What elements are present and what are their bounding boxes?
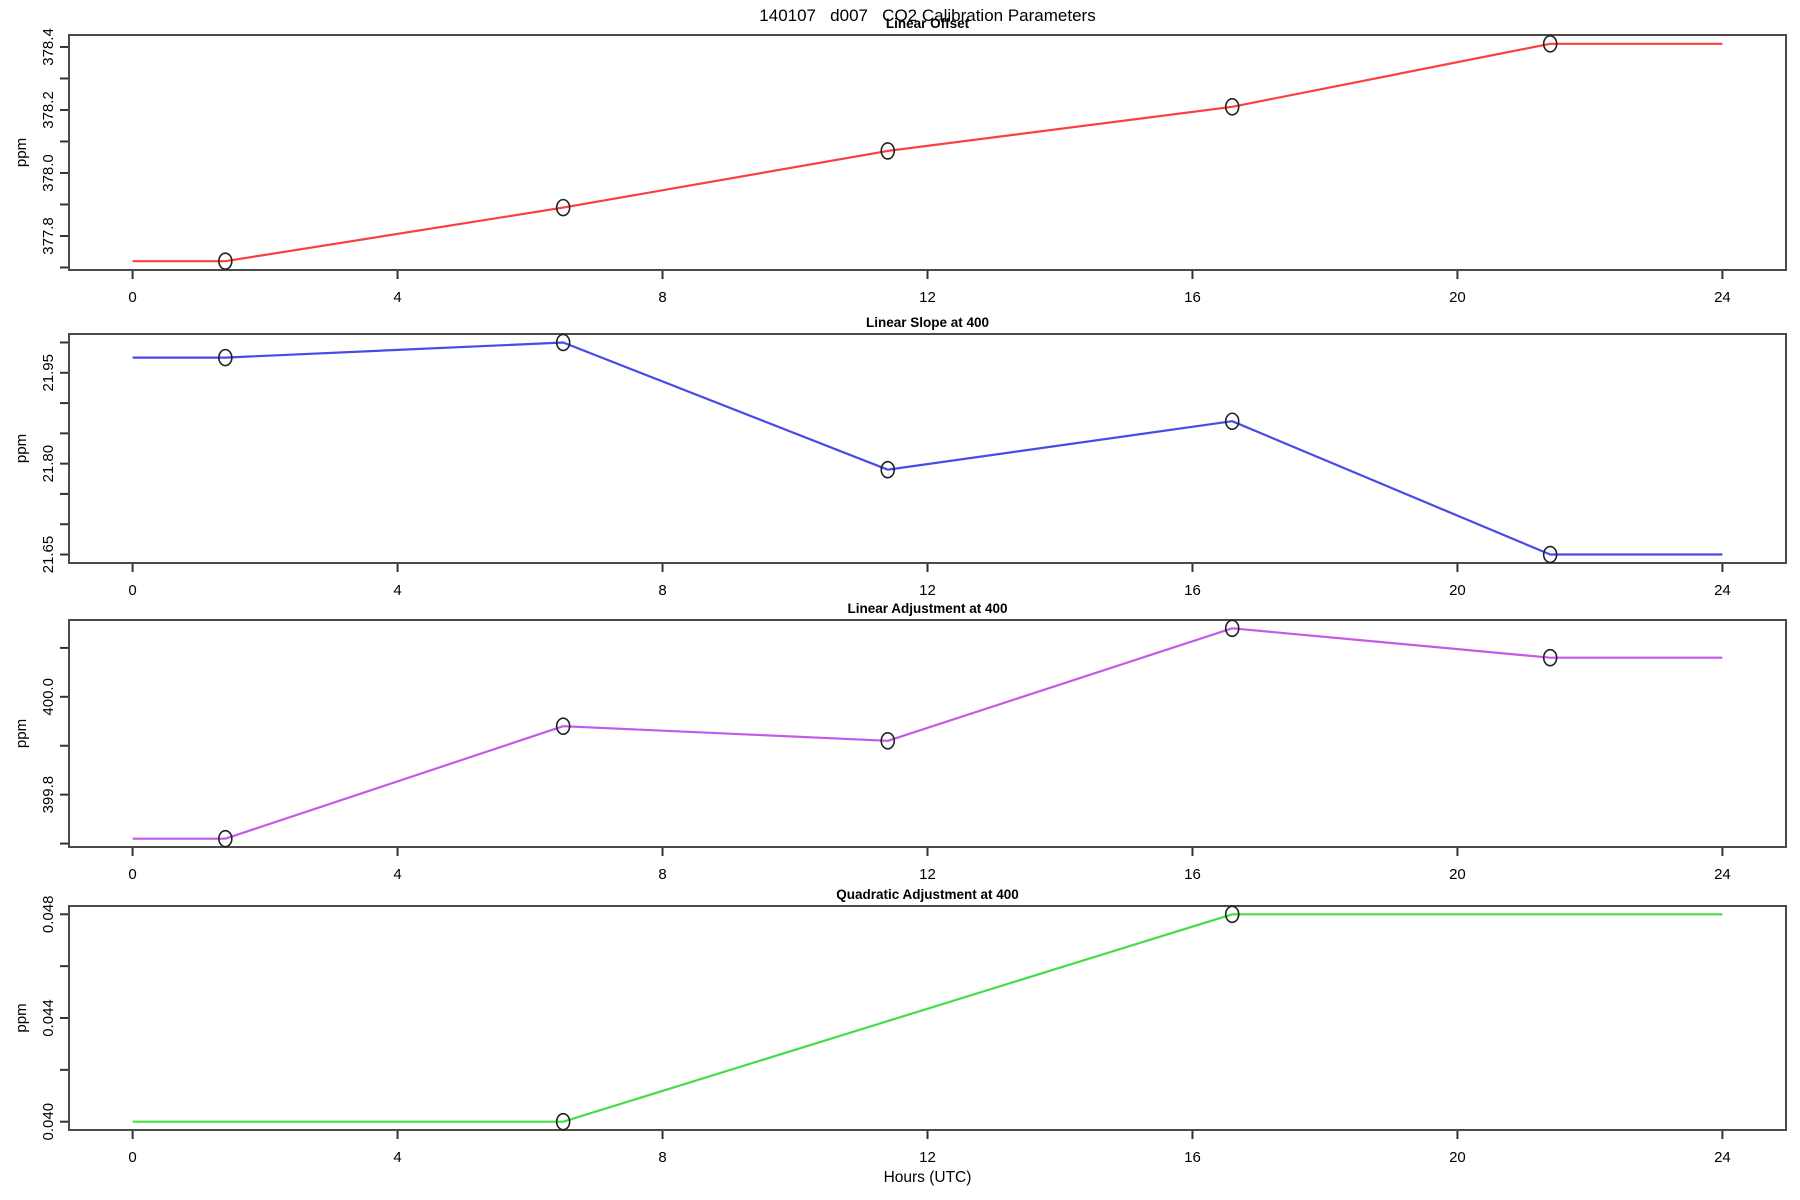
panel-title: Linear Slope at 400 xyxy=(866,315,989,330)
data-point-markers xyxy=(218,35,1558,270)
y-tick-label: 400.0 xyxy=(40,678,57,716)
data-point-marker xyxy=(218,829,233,848)
y-axis-title: ppm xyxy=(13,434,30,463)
x-tick-label: 8 xyxy=(658,866,666,883)
data-point-marker xyxy=(1542,545,1558,564)
x-tick-label: 12 xyxy=(919,582,936,599)
data-point-marker xyxy=(555,333,571,352)
x-tick-label: 24 xyxy=(1714,1149,1731,1166)
y-tick-label: 21.65 xyxy=(40,536,57,574)
data-point-marker xyxy=(1224,619,1240,638)
x-tick-label: 12 xyxy=(919,1149,936,1166)
y-axis: 377.8 378.0 378.2 378.4 xyxy=(40,28,68,269)
y-axis: 21.65 21.80 21.95 xyxy=(40,341,68,574)
x-tick-label: 12 xyxy=(919,866,936,883)
x-tick-label: 24 xyxy=(1714,582,1731,599)
panel-border xyxy=(68,619,1787,848)
data-point-marker xyxy=(880,142,896,160)
y-tick-label: 21.80 xyxy=(40,445,57,483)
panel-border xyxy=(68,333,1787,564)
x-tick-label: 8 xyxy=(658,289,666,306)
data-point-marker xyxy=(555,198,571,217)
x-tick-label: 16 xyxy=(1184,582,1201,599)
y-tick-label: 0.044 xyxy=(40,999,57,1037)
x-tick-label: 0 xyxy=(128,289,136,306)
x-tick-label: 16 xyxy=(1184,866,1201,883)
data-point-marker xyxy=(1542,648,1558,667)
panel-linear-adjustment-at-400: Linear Adjustment at 400 0 4 8 12 16 20 24 399.8… xyxy=(13,601,1787,883)
x-tick-label: 8 xyxy=(658,582,666,599)
data-point-marker xyxy=(555,717,571,735)
y-axis: 399.8 400.0 xyxy=(40,646,68,845)
x-tick-label: 0 xyxy=(128,1149,136,1166)
y-axis-title: ppm xyxy=(13,1003,30,1032)
x-tick-label: 16 xyxy=(1184,289,1201,306)
y-axis-title: ppm xyxy=(13,719,30,748)
data-point-marker xyxy=(1224,412,1240,431)
x-tick-label: 20 xyxy=(1449,1149,1466,1166)
x-tick-label: 20 xyxy=(1449,289,1466,306)
data-point-markers xyxy=(218,619,1558,848)
y-tick-label: 378.2 xyxy=(40,91,57,129)
data-point-marker xyxy=(555,1112,571,1131)
panel-border xyxy=(68,905,1787,1131)
x-tick-label: 4 xyxy=(393,866,401,883)
series-line xyxy=(132,341,1723,556)
figure-title: 140107 d007 CO2 Calibration Parameters xyxy=(759,6,1096,25)
data-point-marker xyxy=(1224,905,1240,924)
x-axis: 0 4 8 12 16 20 24 xyxy=(128,564,1731,599)
y-tick-label: 21.95 xyxy=(40,354,57,392)
x-tick-label: 12 xyxy=(919,289,936,306)
y-tick-label: 0.040 xyxy=(40,1103,57,1141)
y-axis: 0.040 0.044 0.048 xyxy=(40,896,68,1141)
x-tick-label: 4 xyxy=(393,1149,401,1166)
data-point-markers xyxy=(218,333,1558,564)
y-axis-title: ppm xyxy=(13,138,30,167)
x-axis: 0 4 8 12 16 20 24 xyxy=(128,848,1731,883)
x-tick-label: 0 xyxy=(128,582,136,599)
x-tick-label: 20 xyxy=(1449,582,1466,599)
x-axis-title: Hours (UTC) xyxy=(884,1169,972,1186)
panel-title: Quadratic Adjustment at 400 xyxy=(836,887,1019,902)
data-point-marker xyxy=(1224,98,1240,116)
series-line xyxy=(132,913,1723,1123)
x-tick-label: 24 xyxy=(1714,866,1731,883)
series-line xyxy=(132,627,1723,840)
x-tick-label: 4 xyxy=(393,289,401,306)
data-point-marker xyxy=(218,252,233,270)
data-point-marker xyxy=(880,460,896,479)
y-tick-label: 399.8 xyxy=(40,776,57,814)
panel-title: Linear Adjustment at 400 xyxy=(847,601,1007,616)
panel-title: Linear Offset xyxy=(886,16,970,31)
panel-quadratic-adjustment-at-400: Quadratic Adjustment at 400 0 4 8 12 16 20 24 0.… xyxy=(13,887,1787,1166)
y-tick-label: 378.0 xyxy=(40,154,57,192)
panel-linear-slope-at-400: Linear Slope at 400 0 4 8 12 16 20 24 21.65 21.80… xyxy=(13,315,1787,599)
x-tick-label: 0 xyxy=(128,866,136,883)
data-point-markers xyxy=(555,905,1240,1131)
data-point-marker xyxy=(880,732,896,750)
data-point-marker xyxy=(218,348,233,367)
panel-border xyxy=(68,34,1787,271)
x-axis: 0 4 8 12 16 20 24 xyxy=(128,271,1731,306)
x-axis: 0 4 8 12 16 20 24 xyxy=(128,1131,1731,1166)
x-tick-label: 4 xyxy=(393,582,401,599)
y-tick-label: 0.048 xyxy=(40,896,57,934)
x-tick-label: 16 xyxy=(1184,1149,1201,1166)
x-tick-label: 20 xyxy=(1449,866,1466,883)
x-tick-label: 24 xyxy=(1714,289,1731,306)
data-point-marker xyxy=(1542,35,1558,53)
x-tick-label: 8 xyxy=(658,1149,666,1166)
y-tick-label: 377.8 xyxy=(40,217,57,255)
series-line xyxy=(132,42,1723,263)
y-tick-label: 378.4 xyxy=(40,28,57,66)
